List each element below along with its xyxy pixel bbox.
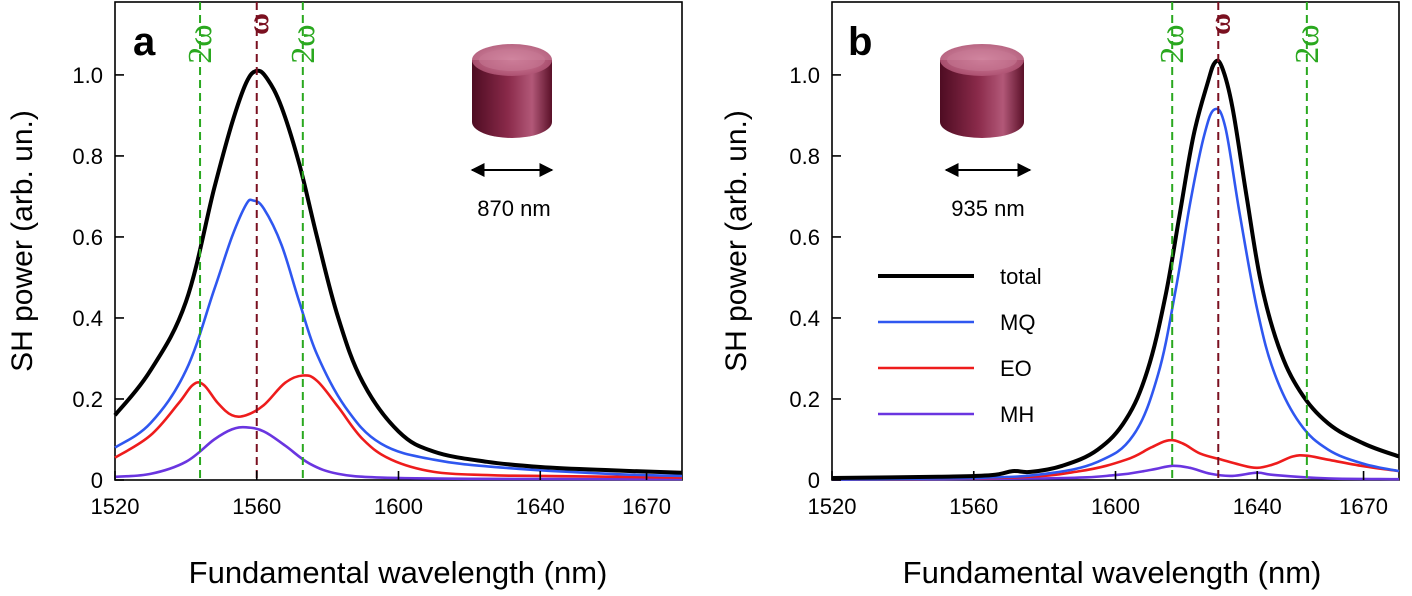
legend-b: total MQ EO MH <box>878 264 1042 427</box>
dimension-label-a: 870 nm <box>477 196 550 221</box>
y-tick-label: 0.6 <box>789 225 820 250</box>
x-tick-label: 1670 <box>622 494 671 519</box>
y-ticks-b: 0 0.2 0.4 0.6 0.8 1.0 <box>789 63 841 493</box>
y-tick-label: 0 <box>91 468 103 493</box>
marker-label-two-omega: 2ω <box>285 24 322 63</box>
y-tick-label: 1.0 <box>789 63 820 88</box>
y-tick-label: 0 <box>808 468 820 493</box>
x-tick-label: 1670 <box>1339 494 1388 519</box>
x-tick-label: 1600 <box>1091 494 1140 519</box>
plot-area-b: 2ω ω 2ω <box>831 1 1400 481</box>
marker-label-omega: ω <box>242 13 275 35</box>
panel-label-b: b <box>848 20 872 64</box>
x-axis-label-a: Fundamental wavelength (nm) <box>189 555 608 590</box>
y-ticks-a: 0 0.2 0.4 0.6 0.8 1.0 <box>72 63 124 493</box>
legend-label-mq: MQ <box>1000 310 1035 335</box>
legend-label-mh: MH <box>1000 402 1034 427</box>
nanocylinder-image-b <box>940 44 1024 138</box>
plot-area-a: 2ω ω 2ω <box>113 1 683 481</box>
y-tick-label: 0.2 <box>72 387 103 412</box>
marker-label-two-omega: 2ω <box>1154 24 1191 63</box>
series-line-mh <box>114 425 683 481</box>
series-line-total <box>113 68 683 475</box>
x-ticks-b: 1520 1560 1600 1640 1670 <box>808 471 1388 519</box>
series-line-mh <box>831 464 1400 481</box>
nanocylinder-image-a <box>472 44 552 138</box>
y-tick-label: 0.6 <box>72 225 103 250</box>
y-tick-label: 1.0 <box>72 63 103 88</box>
vline-layer-b: 2ω ω 2ω <box>1154 2 1326 480</box>
series-line-total <box>831 58 1400 480</box>
marker-label-two-omega: 2ω <box>182 24 219 63</box>
series-layer-b <box>831 58 1400 481</box>
marker-label-two-omega: 2ω <box>1289 24 1326 63</box>
x-tick-label: 1520 <box>808 494 857 519</box>
y-axis-label-b: SH power (arb. un.) <box>720 110 753 372</box>
y-axis-label-a: SH power (arb. un.) <box>6 110 39 372</box>
series-line-eo <box>831 438 1400 481</box>
legend-label-eo: EO <box>1000 356 1032 381</box>
y-tick-label: 0.8 <box>72 144 103 169</box>
x-tick-label: 1640 <box>1233 494 1282 519</box>
series-line-mq <box>831 107 1400 481</box>
nanocylinder-inset-b: 935 nm <box>940 44 1032 221</box>
x-axis-label-b: Fundamental wavelength (nm) <box>903 555 1322 590</box>
y-tick-label: 0.4 <box>72 306 103 331</box>
x-tick-label: 1560 <box>232 494 281 519</box>
y-tick-label: 0.4 <box>789 306 820 331</box>
x-tick-label: 1640 <box>516 494 565 519</box>
legend-label-total: total <box>1000 264 1042 289</box>
nanocylinder-inset-a: 870 nm <box>470 44 554 221</box>
panel-label-a: a <box>133 20 156 64</box>
series-line-mq <box>114 198 683 478</box>
y-tick-label: 0.8 <box>789 144 820 169</box>
x-ticks-a: 1520 1560 1600 1640 1670 <box>91 471 671 519</box>
series-line-eo <box>114 374 683 479</box>
dimension-label-b: 935 nm <box>951 196 1024 221</box>
series-layer-a <box>113 68 683 481</box>
y-tick-label: 0.2 <box>789 387 820 412</box>
vline-layer-a: 2ω ω 2ω <box>182 2 322 480</box>
x-tick-label: 1600 <box>374 494 423 519</box>
x-tick-label: 1560 <box>949 494 998 519</box>
x-tick-label: 1520 <box>91 494 140 519</box>
marker-label-omega: ω <box>1203 13 1236 35</box>
